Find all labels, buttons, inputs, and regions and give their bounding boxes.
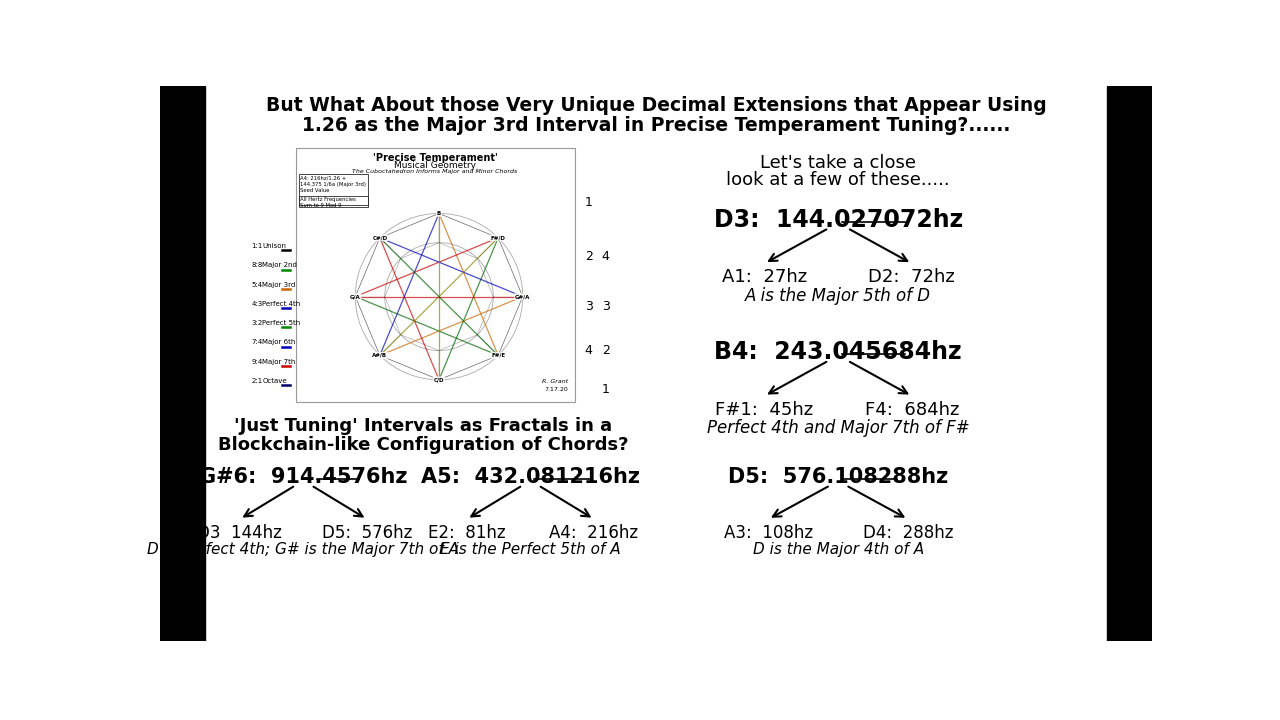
Text: F4:  684hz: F4: 684hz: [864, 400, 959, 418]
Text: B4:  243.045684hz: B4: 243.045684hz: [714, 341, 963, 364]
Text: 'Precise Temperament': 'Precise Temperament': [372, 153, 498, 163]
Bar: [298, 174, 369, 207]
Text: Major 2nd: Major 2nd: [262, 262, 297, 269]
Text: 3: 3: [585, 300, 593, 312]
Text: Let's take a close: Let's take a close: [760, 154, 916, 172]
Text: F#/D: F#/D: [490, 235, 506, 240]
Text: G#6:  914.4576hz: G#6: 914.4576hz: [200, 467, 407, 487]
Text: D5:  576.108288hz: D5: 576.108288hz: [728, 467, 948, 487]
Text: E is the Perfect 5th of A: E is the Perfect 5th of A: [440, 542, 621, 557]
Text: Perfect 4th and Major 7th of F#: Perfect 4th and Major 7th of F#: [707, 419, 969, 437]
Text: D3:  144.027072hz: D3: 144.027072hz: [713, 208, 963, 232]
Text: Perfect 4th: Perfect 4th: [262, 301, 301, 307]
Text: Major 3rd: Major 3rd: [262, 282, 296, 287]
Text: 2: 2: [585, 250, 593, 263]
Text: All Hertz Frequencies: All Hertz Frequencies: [301, 197, 356, 202]
Text: F#1:  45hz: F#1: 45hz: [716, 400, 814, 418]
Text: 5:4: 5:4: [251, 282, 262, 287]
Bar: [1107, 86, 1152, 641]
Text: D is the Major 4th of A: D is the Major 4th of A: [753, 542, 924, 557]
Text: 4: 4: [602, 250, 609, 263]
Text: 'Just Tuning' Intervals as Fractals in a: 'Just Tuning' Intervals as Fractals in a: [234, 418, 613, 436]
Text: 4: 4: [585, 344, 593, 357]
Text: A1:  27hz: A1: 27hz: [722, 268, 808, 286]
Text: E2:  81hz: E2: 81hz: [428, 523, 506, 541]
Text: 7.17.20: 7.17.20: [545, 387, 568, 392]
Text: F#/E: F#/E: [492, 353, 506, 358]
Text: C#/D: C#/D: [372, 235, 388, 240]
Text: R. Grant: R. Grant: [543, 379, 568, 384]
Text: 1: 1: [585, 196, 593, 209]
Text: But What About those Very Unique Decimal Extensions that Appear Using: But What About those Very Unique Decimal…: [266, 96, 1046, 114]
Text: 1: 1: [602, 383, 609, 396]
Text: A5:  432.081216hz: A5: 432.081216hz: [421, 467, 640, 487]
Text: 9:4: 9:4: [251, 359, 262, 364]
Text: 144.375 1/6a (Major 3rd): 144.375 1/6a (Major 3rd): [301, 182, 366, 187]
Text: 2: 2: [602, 344, 609, 357]
Text: C/D: C/D: [434, 377, 444, 382]
Text: A4: 216hz/1.26 +: A4: 216hz/1.26 +: [301, 176, 347, 181]
Text: Musical Geometry: Musical Geometry: [394, 161, 476, 170]
Text: 4:3: 4:3: [251, 301, 262, 307]
Text: 7:4: 7:4: [251, 339, 262, 346]
Text: look at a few of these.....: look at a few of these.....: [726, 171, 950, 189]
Text: Unison: Unison: [262, 243, 287, 249]
Bar: [160, 86, 205, 641]
Text: 1:1: 1:1: [251, 243, 262, 249]
Text: D is Perfect 4th; G# is the Major 7th of A: D is Perfect 4th; G# is the Major 7th of…: [147, 542, 460, 557]
Text: Seed Value: Seed Value: [301, 188, 330, 193]
Text: A4:  216hz: A4: 216hz: [549, 523, 639, 541]
Bar: [296, 148, 575, 402]
Text: Perfect 5th: Perfect 5th: [262, 320, 301, 326]
Text: A3:  108hz: A3: 108hz: [723, 523, 813, 541]
Text: G/A: G/A: [349, 294, 361, 299]
Text: Octave: Octave: [262, 378, 287, 384]
Text: D3  144hz: D3 144hz: [197, 523, 283, 541]
Text: Blockchain-like Configuration of Chords?: Blockchain-like Configuration of Chords?: [219, 436, 628, 454]
Text: D5:  576hz: D5: 576hz: [321, 523, 412, 541]
Bar: [298, 196, 369, 205]
Text: G#/A: G#/A: [515, 294, 530, 299]
Text: A is the Major 5th of D: A is the Major 5th of D: [745, 287, 931, 305]
Text: D2:  72hz: D2: 72hz: [868, 268, 955, 286]
Text: 3: 3: [602, 300, 609, 312]
Text: Major 7th: Major 7th: [262, 359, 296, 364]
Text: 1.26 as the Major 3rd Interval in Precise Temperament Tuning?......: 1.26 as the Major 3rd Interval in Precis…: [302, 116, 1010, 135]
Text: Major 6th: Major 6th: [262, 339, 296, 346]
Text: Sum to 9 Mod 9: Sum to 9 Mod 9: [301, 202, 342, 207]
Text: The Cuboctahedron Informs Major and Minor Chords: The Cuboctahedron Informs Major and Mino…: [352, 168, 517, 174]
Text: 3:2: 3:2: [251, 320, 262, 326]
Text: 8:8: 8:8: [251, 262, 262, 269]
Text: B: B: [436, 211, 442, 216]
Text: 2:1: 2:1: [251, 378, 262, 384]
Text: A#/B: A#/B: [372, 353, 388, 358]
Text: D4:  288hz: D4: 288hz: [863, 523, 954, 541]
